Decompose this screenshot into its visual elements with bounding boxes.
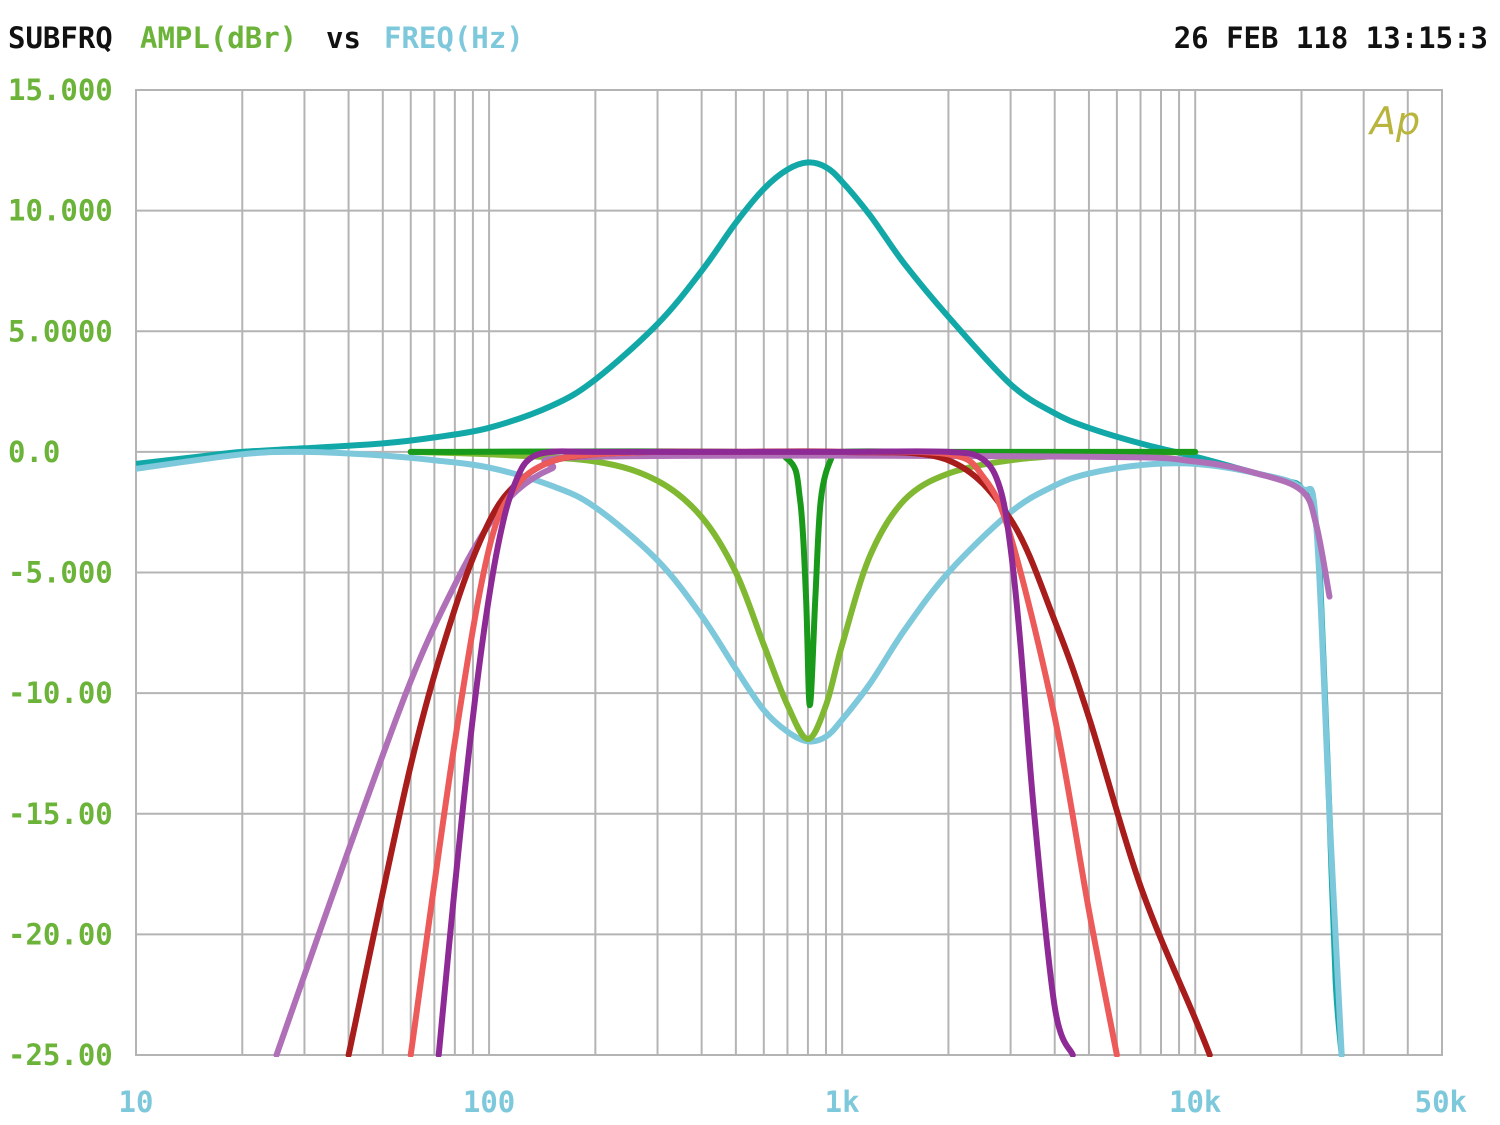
x-tick-label: 10 <box>119 1085 154 1119</box>
y-tick-label: 15.000 <box>8 73 113 107</box>
timestamp: 26 FEB 118 13:15:3 <box>1174 21 1488 55</box>
y-tick-labels: 15.000 10.000 5.0000 0.0 -5.000 -10.00 -15.00 -… <box>8 73 113 1072</box>
y-tick-label: 10.000 <box>8 194 113 228</box>
y-tick-label: 5.0000 <box>8 314 113 348</box>
y-tick-label: -10.00 <box>8 676 113 710</box>
y-tick-label: -20.00 <box>8 917 113 951</box>
x-tick-label: 100 <box>463 1085 515 1119</box>
data-series-group <box>136 159 1345 1057</box>
y-axis-title: AMPL(dBr) <box>140 21 297 55</box>
ap-logo: Ap <box>1367 99 1420 143</box>
series-line-5 <box>273 452 1333 1057</box>
header-vs: vs <box>326 21 361 55</box>
x-tick-labels: 10 100 1k 10k 50k <box>119 1085 1467 1119</box>
y-tick-label: 0.0 <box>8 435 60 469</box>
x-axis-title: FREQ(Hz) <box>384 21 524 55</box>
x-tick-label: 50k <box>1415 1085 1467 1119</box>
header-prefix: SUBFRQ <box>8 21 113 55</box>
series-line-8 <box>435 448 1076 1057</box>
x-tick-label: 1k <box>825 1085 860 1119</box>
y-tick-label: -15.00 <box>8 797 113 831</box>
x-tick-label: 10k <box>1169 1085 1221 1119</box>
y-tick-label: -25.00 <box>8 1038 113 1072</box>
y-tick-label: -5.000 <box>8 556 113 590</box>
